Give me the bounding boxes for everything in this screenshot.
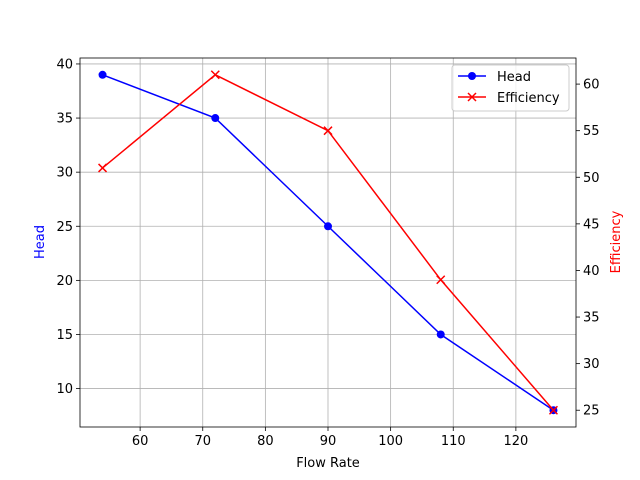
efficiency-point <box>548 405 558 415</box>
x-tick-label: 70 <box>194 434 211 449</box>
x-tick-label: 100 <box>378 434 403 449</box>
efficiency-point <box>98 163 108 173</box>
legend-head-label: Head <box>497 70 531 85</box>
right-y-tick-label: 55 <box>583 124 600 139</box>
legend-head-marker <box>468 72 476 80</box>
x-tick-label: 80 <box>257 434 274 449</box>
left-axis-label: Head <box>33 225 48 259</box>
x-axis-label: Flow Rate <box>296 456 360 471</box>
series-layer <box>98 70 558 415</box>
left-y-tick-label: 30 <box>56 166 73 181</box>
right-y-tick-label: 45 <box>583 217 600 232</box>
left-y-tick-label: 25 <box>56 220 73 235</box>
grid <box>80 58 576 427</box>
head-point <box>436 330 445 339</box>
left-y-tick-label: 35 <box>56 112 73 127</box>
right-axis-label: Efficiency <box>609 210 624 273</box>
x-tick-label: 110 <box>441 434 466 449</box>
efficiency-point <box>210 70 220 80</box>
right-y-tick-label: 25 <box>583 404 600 419</box>
right-y-tick-label: 60 <box>583 78 600 93</box>
right-y-tick-label: 30 <box>583 357 600 372</box>
left-y-tick-label: 10 <box>56 382 73 397</box>
right-y-tick-label: 40 <box>583 264 600 279</box>
head-point <box>324 222 332 231</box>
legend-efficiency-marker <box>467 92 477 102</box>
efficiency-point <box>323 126 333 136</box>
axes: 60 70 80 90 100 110 120 10 15 20 25 30 35 40 25 30 35 40 4… <box>56 57 599 449</box>
head-point <box>98 70 107 79</box>
left-y-tick-label: 20 <box>56 274 73 289</box>
right-y-tick-label: 50 <box>583 171 600 186</box>
right-y-tick-label: 35 <box>583 311 600 326</box>
legend-efficiency-label: Efficiency <box>497 91 560 106</box>
x-tick-label: 60 <box>132 434 149 449</box>
left-y-tick-label: 40 <box>56 57 73 72</box>
x-tick-label: 90 <box>320 434 337 449</box>
legend: Head Efficiency <box>451 64 570 112</box>
efficiency-point <box>436 275 446 285</box>
left-y-tick-label: 15 <box>56 328 73 343</box>
head-point <box>211 114 220 123</box>
x-tick-label: 120 <box>503 434 528 449</box>
